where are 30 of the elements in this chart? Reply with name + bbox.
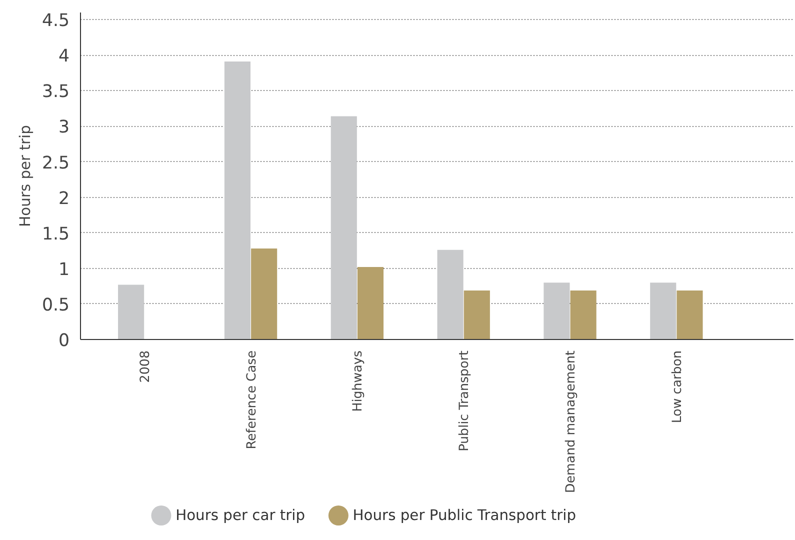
x-tick-label: Public Transport	[456, 350, 472, 452]
y-tick-label: 1.5	[42, 224, 70, 244]
bar	[570, 290, 596, 340]
bar	[650, 282, 676, 340]
y-tick-label: 2	[58, 188, 70, 209]
y-tick-label: 4	[58, 46, 70, 67]
bar	[251, 248, 278, 340]
y-tick-label: 1	[58, 260, 70, 280]
y-tick-label: 0	[58, 331, 70, 351]
legend-label: Hours per Public Transport trip	[352, 507, 576, 524]
bar	[437, 250, 464, 340]
y-tick-label: 0.5	[42, 295, 70, 316]
y-tick-label: 3.5	[42, 82, 70, 102]
bar	[357, 266, 384, 340]
y-tick-label: 2.5	[42, 153, 70, 174]
x-tick-label: Highways	[350, 350, 365, 412]
x-tick-label: Low carbon	[668, 350, 684, 424]
bar	[464, 290, 490, 340]
x-tick-label: Reference Case	[243, 350, 258, 450]
legend-label: Hours per car trip	[176, 507, 306, 524]
bar	[118, 284, 144, 340]
y-axis-title: Hours per trip	[16, 125, 34, 227]
bar	[676, 290, 703, 340]
bar	[544, 282, 570, 340]
y-tick-label: 4.5	[42, 11, 70, 32]
bar	[224, 62, 251, 340]
x-tick-label: Demand management	[562, 350, 578, 493]
x-tick-label: 2008	[136, 350, 152, 383]
y-tick-label: 3	[58, 118, 70, 138]
bar	[330, 116, 357, 340]
